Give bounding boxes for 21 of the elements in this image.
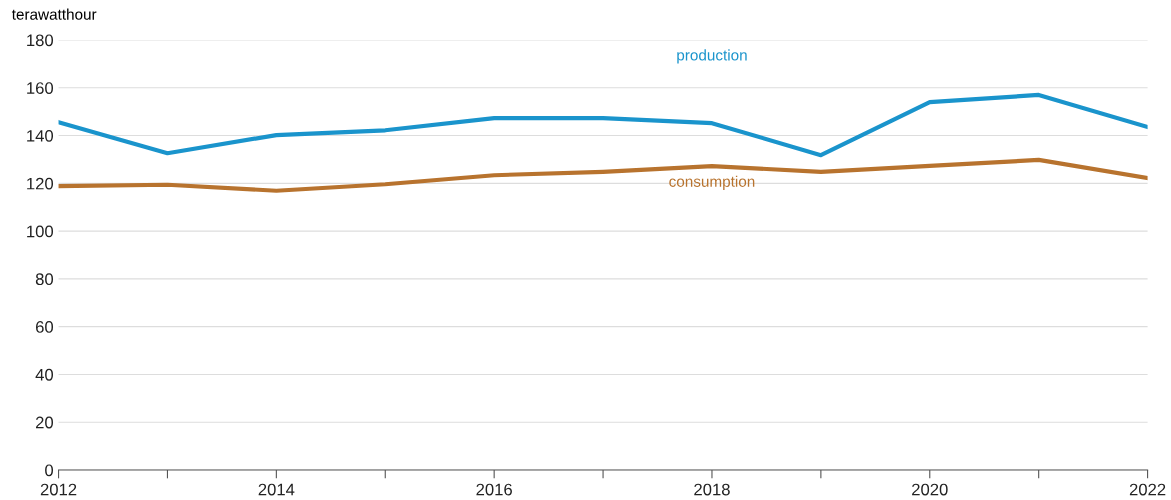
y-tick-label: 120 xyxy=(27,177,54,190)
y-tick-label: 160 xyxy=(27,82,54,94)
x-tick-label: 2018 xyxy=(694,483,730,496)
line-series xyxy=(58,92,1148,158)
text: production xyxy=(677,49,747,64)
series-label: consumption xyxy=(669,175,755,190)
y-tick-label: 100 xyxy=(27,225,54,238)
x-tick-label: 2022 xyxy=(1129,483,1166,496)
x-tick-label: 2016 xyxy=(476,483,512,496)
x-tick-label: 2014 xyxy=(258,483,295,496)
y-tick-label: 20 xyxy=(35,416,54,429)
x-tick-label: 2012 xyxy=(40,483,77,496)
y-tick-label: 80 xyxy=(35,273,54,286)
y-tick-label: 60 xyxy=(36,321,54,333)
y-tick-label: 0 xyxy=(45,464,54,477)
y-tick-label: 140 xyxy=(27,129,54,142)
y-tick-label: 40 xyxy=(35,368,54,381)
x-tick-label: 2020 xyxy=(912,483,948,496)
y-tick-label: 180 xyxy=(27,34,54,47)
line-series xyxy=(58,157,1148,193)
y-axis-title: terawatthour xyxy=(11,8,97,20)
